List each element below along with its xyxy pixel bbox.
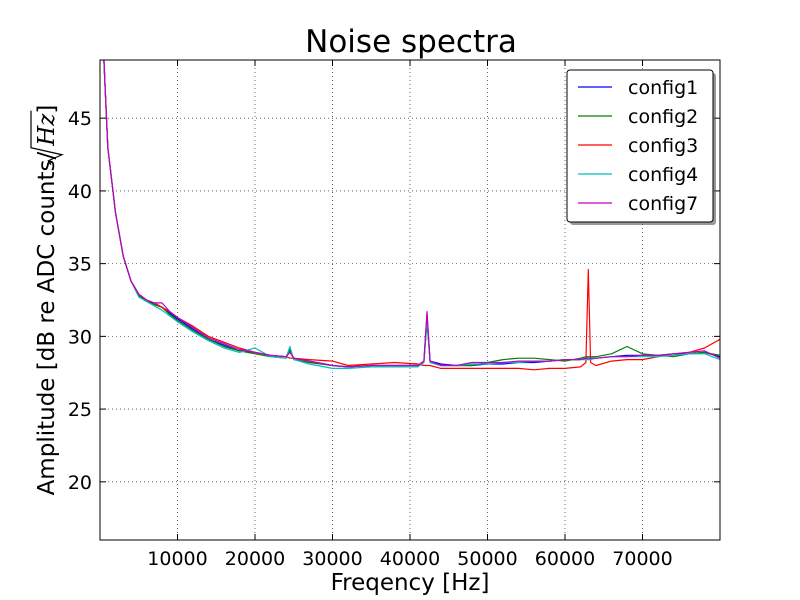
legend-label-config3: config3 xyxy=(628,135,698,157)
x-tick-label: 70000 xyxy=(612,548,672,570)
ticks xyxy=(100,60,720,540)
chart-title: Noise spectra xyxy=(305,24,517,60)
legend-label-config1: config1 xyxy=(628,77,698,99)
series-line-config7 xyxy=(103,60,720,368)
legend-label-config2: config2 xyxy=(628,106,698,128)
x-tick-label: 30000 xyxy=(302,548,362,570)
legend-items: config1 config2 config3 config4 config7 xyxy=(578,77,698,215)
y-tick-label: 45 xyxy=(68,108,92,130)
legend-box xyxy=(566,69,714,223)
x-tick-label: 40000 xyxy=(380,548,440,570)
legend: config1 config2 config3 config4 config7 xyxy=(566,69,716,225)
x-axis-label: Freqency [Hz] xyxy=(331,570,490,596)
y-tick-labels: 20 25 30 35 40 45 xyxy=(68,108,92,494)
x-tick-labels: 10000 20000 30000 40000 50000 60000 70000 xyxy=(147,548,672,570)
y-axis-label-math: Hz xyxy=(34,113,60,147)
y-tick-label: 20 xyxy=(68,472,92,494)
sqrt-sign-icon xyxy=(30,110,64,166)
y-tick-label: 35 xyxy=(68,254,92,276)
x-tick-label: 20000 xyxy=(225,548,285,570)
y-tick-label: 30 xyxy=(68,326,92,348)
y-axis-label: Amplitude [dB re ADC counts/Hz] xyxy=(30,105,64,496)
x-tick-label: 10000 xyxy=(147,548,207,570)
series-line-config3 xyxy=(103,60,720,371)
y-tick-label: 40 xyxy=(68,181,92,203)
x-tick-label: 60000 xyxy=(535,548,595,570)
y-axis-label-text: Amplitude [dB re ADC counts/Hz] xyxy=(34,105,60,496)
legend-label-config7: config7 xyxy=(628,193,698,215)
legend-label-config4: config4 xyxy=(628,164,698,186)
y-tick-label: 25 xyxy=(68,399,92,421)
x-tick-label: 50000 xyxy=(457,548,517,570)
series-group xyxy=(103,60,720,371)
